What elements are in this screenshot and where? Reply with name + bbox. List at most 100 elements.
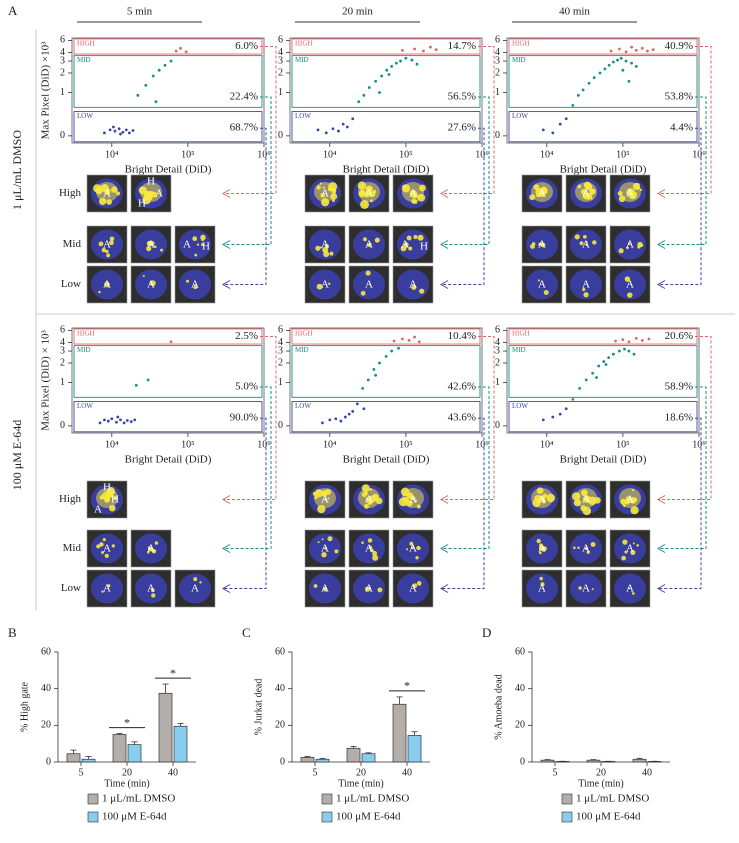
gate-name: MID <box>512 346 526 354</box>
cell-body <box>179 269 211 300</box>
point <box>361 386 365 390</box>
dye-spot <box>402 184 406 189</box>
dye-spot <box>361 491 367 498</box>
dye-spot <box>105 488 114 497</box>
y-tick-label: 2 <box>60 357 65 368</box>
legend-label: 1 μL/mL DMSO <box>102 793 175 805</box>
dye-spot <box>590 542 596 547</box>
legend-label: 100 μM E-64d <box>336 811 401 823</box>
dye-spot <box>101 247 107 253</box>
cell-label: A <box>147 543 155 555</box>
significance-label: * <box>404 679 410 693</box>
y-tick-label: 2 <box>278 357 283 368</box>
cell-image: A <box>130 569 172 608</box>
cell-label: A <box>582 188 590 200</box>
dye-spot <box>631 592 635 595</box>
point <box>328 418 332 422</box>
arrow-head <box>656 189 666 198</box>
arrow-head <box>221 495 231 504</box>
gate-name: HIGH <box>512 330 530 338</box>
cell-label: A <box>183 239 191 251</box>
point <box>602 360 606 363</box>
gate-arrow <box>658 127 702 285</box>
dye-spot <box>365 270 371 276</box>
point <box>630 61 633 65</box>
cell-image: A <box>86 529 128 568</box>
y-tick-label: 40 <box>515 683 525 694</box>
point <box>367 86 371 89</box>
dye-spot <box>415 499 418 502</box>
cell-image: A <box>609 480 651 519</box>
cell-label: A <box>365 583 373 595</box>
gate-percent: 6.0% <box>235 40 258 52</box>
dye-spot <box>417 193 426 202</box>
dye-spot <box>316 185 321 190</box>
cell-label: A <box>321 239 329 251</box>
dye-spot <box>104 281 110 288</box>
point <box>571 398 575 401</box>
point <box>558 122 562 126</box>
gate-arrow <box>658 96 707 245</box>
dye-spot <box>365 496 372 503</box>
arrow-head <box>221 240 231 249</box>
y-tick-label: 3 <box>278 345 283 356</box>
gate <box>508 401 698 433</box>
point <box>607 63 611 67</box>
point <box>387 73 391 76</box>
dye-spot <box>579 241 584 246</box>
bar <box>66 753 81 763</box>
cell-body <box>135 573 167 604</box>
gate-name: LOW <box>77 112 93 120</box>
y-tick-label: 6 <box>278 325 283 336</box>
gate-percent: 22.4% <box>230 91 258 103</box>
dye-spot <box>406 235 412 241</box>
point <box>112 125 115 129</box>
cell-label: A <box>155 188 163 200</box>
cell-image: A <box>304 225 346 264</box>
point <box>604 363 608 366</box>
y-tick-label: 1 <box>278 377 283 388</box>
dye-spot <box>101 590 104 593</box>
point <box>357 100 361 104</box>
cell-image: A <box>609 265 651 304</box>
dye-spot <box>586 550 590 554</box>
cell-label: A <box>147 239 155 251</box>
arrow-head <box>656 495 666 504</box>
gate <box>291 345 481 398</box>
point <box>324 131 328 135</box>
dye-spot <box>628 190 638 200</box>
dye-spot <box>532 499 541 508</box>
error-bar <box>85 756 92 760</box>
legend-swatch <box>87 811 99 823</box>
dye-spot <box>93 184 102 193</box>
x-tick-label: 10⁶ <box>692 149 706 160</box>
dye-spot <box>374 237 380 243</box>
dye-spot <box>583 181 592 189</box>
cell-label: A <box>626 239 634 251</box>
dye-spot <box>580 505 587 512</box>
y-tick-label: 3 <box>495 55 500 66</box>
cell-label: A <box>538 188 546 200</box>
gate-percent: 2.5% <box>235 330 258 342</box>
cell-label: A <box>626 188 634 200</box>
dye-spot <box>542 493 548 498</box>
x-tick-label: 10⁶ <box>257 439 271 450</box>
cell-body <box>353 269 385 300</box>
dye-spot <box>398 497 408 507</box>
point <box>390 349 394 353</box>
dye-spot <box>111 544 115 548</box>
dye-spot <box>577 184 582 189</box>
point <box>621 68 625 72</box>
dye-spot <box>639 188 643 192</box>
cell-label: A <box>582 543 590 555</box>
gate <box>73 401 263 433</box>
y-tick-label: 0 <box>495 420 500 431</box>
x-tick-label: 20 <box>122 767 132 778</box>
error-bar <box>350 746 357 749</box>
point <box>627 340 631 344</box>
point <box>634 336 638 340</box>
dye-spot <box>536 487 544 495</box>
dye-spot <box>583 292 589 298</box>
